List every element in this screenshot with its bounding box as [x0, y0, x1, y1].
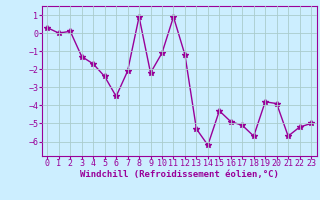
X-axis label: Windchill (Refroidissement éolien,°C): Windchill (Refroidissement éolien,°C)	[80, 170, 279, 179]
